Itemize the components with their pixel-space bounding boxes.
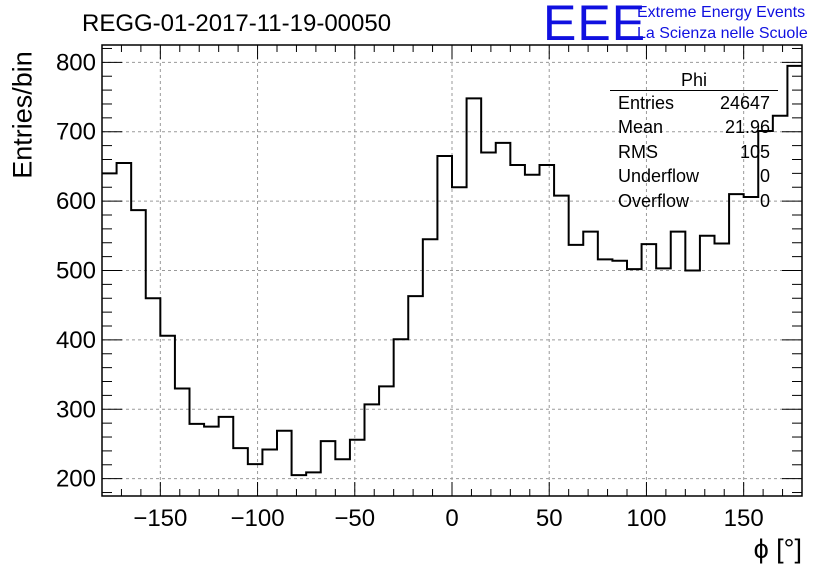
y-tick-label: 200 <box>56 466 96 493</box>
stats-label: Mean <box>618 117 664 138</box>
x-tick-label: −100 <box>231 505 285 532</box>
x-axis-label: ϕ [°] <box>753 534 802 564</box>
y-tick-label: 400 <box>56 327 96 354</box>
stats-label: Underflow <box>618 166 700 187</box>
logo-line-1: Extreme Energy Events <box>637 4 806 21</box>
x-tick-label: 150 <box>724 505 764 532</box>
histogram-line <box>102 64 802 477</box>
stats-value: 105 <box>739 141 770 162</box>
y-tick-label: 500 <box>56 258 96 285</box>
y-tick-label: 600 <box>56 188 96 215</box>
x-tick-label: 50 <box>536 505 563 532</box>
y-axis-label-wrap: Entries/bin <box>6 40 40 190</box>
y-tick-label: 800 <box>56 49 96 76</box>
stats-row-overflow: Overflow 0 <box>610 189 778 213</box>
grid-lines <box>102 45 802 496</box>
stats-value: 21.96 <box>724 117 770 138</box>
stats-row-mean: Mean 21.96 <box>610 115 778 139</box>
chart-title: REGG-01-2017-11-19-00050 <box>82 10 392 37</box>
y-tick-label: 700 <box>56 119 96 146</box>
eee-logo: EEE <box>543 0 647 51</box>
stats-label: Entries <box>618 93 675 113</box>
x-tick-label: 100 <box>626 505 666 532</box>
stats-value: 0 <box>759 190 770 211</box>
stats-value: 24647 <box>719 93 770 113</box>
x-tick-label: −150 <box>133 505 187 532</box>
y-axis-label: Entries/bin <box>7 51 38 179</box>
stats-value: 0 <box>759 166 770 187</box>
stats-row-entries: Entries 24647 <box>610 91 778 115</box>
x-tick-label: −50 <box>334 505 375 532</box>
stats-title: Phi <box>610 70 778 91</box>
stats-row-rms: RMS 105 <box>610 140 778 164</box>
stats-row-underflow: Underflow 0 <box>610 164 778 188</box>
stats-label: RMS <box>618 141 658 162</box>
stats-label: Overflow <box>618 190 690 211</box>
logo-line-2: La Scienza nelle Scuole <box>637 25 808 42</box>
x-tick-label: 0 <box>445 505 458 532</box>
axes: −150 −100 −50 0 50 100 150 200 300 400 500 600 700 80… <box>56 44 803 532</box>
y-tick-label: 300 <box>56 396 96 423</box>
stats-box: Phi Entries 24647 Mean 21.96 RMS 105 Und… <box>610 70 778 213</box>
